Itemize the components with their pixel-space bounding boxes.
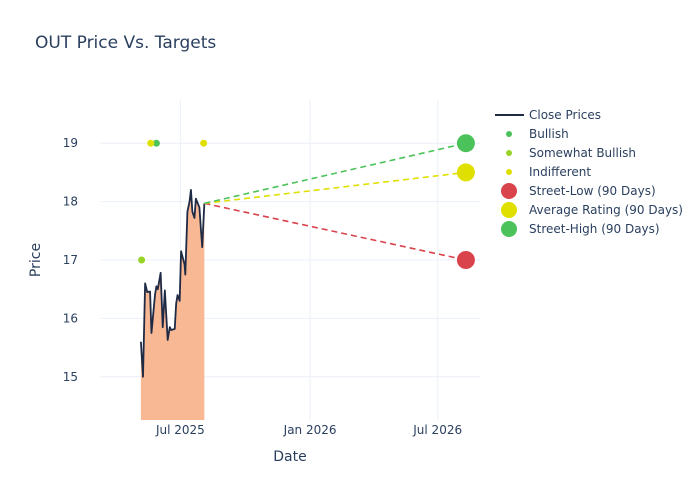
legend-label: Indifferent	[529, 165, 591, 179]
legend-marker-icon	[501, 221, 517, 237]
target-marker-street-low	[456, 251, 475, 269]
close-price-area	[140, 189, 205, 420]
y-tick-label: 15	[63, 370, 78, 384]
legend-marker-icon	[506, 150, 512, 156]
target-line-average	[204, 171, 466, 205]
legend-label: Somewhat Bullish	[529, 146, 636, 160]
legend-label: Street-Low (90 Days)	[529, 184, 656, 198]
x-tick-label: Jul 2026	[412, 423, 462, 437]
target-line-street-high	[204, 142, 467, 205]
y-tick-label: 19	[63, 136, 78, 150]
y-tick-label: 16	[63, 311, 78, 325]
legend-label: Bullish	[529, 127, 569, 141]
y-tick-label: 17	[63, 253, 78, 267]
x-axis-label: Date	[273, 449, 306, 465]
legend-marker-icon	[501, 183, 517, 199]
y-tick-label: 18	[63, 195, 78, 209]
close-price-line	[139, 189, 206, 378]
x-tick-label: Jul 2025	[155, 423, 205, 437]
legend-marker-icon	[506, 131, 512, 137]
rating-point-indifferent	[147, 139, 155, 147]
legend-label: Street-High (90 Days)	[529, 222, 660, 236]
legend-label: Average Rating (90 Days)	[529, 203, 683, 217]
target-marker-street-high	[456, 134, 475, 153]
target-marker-average	[456, 163, 475, 182]
target-line-street-low	[204, 202, 467, 261]
rating-point-bullish	[152, 139, 160, 147]
x-tick-label: Jan 2026	[283, 423, 337, 437]
rating-point-indifferent	[200, 139, 208, 147]
legend-marker-icon	[501, 202, 517, 218]
legend-marker-icon	[506, 169, 512, 175]
y-axis-label: Price	[28, 243, 44, 277]
chart-title: OUT Price Vs. Targets	[35, 33, 217, 53]
legend-label: Close Prices	[529, 108, 601, 122]
rating-point-somewhat-bullish	[138, 256, 146, 264]
